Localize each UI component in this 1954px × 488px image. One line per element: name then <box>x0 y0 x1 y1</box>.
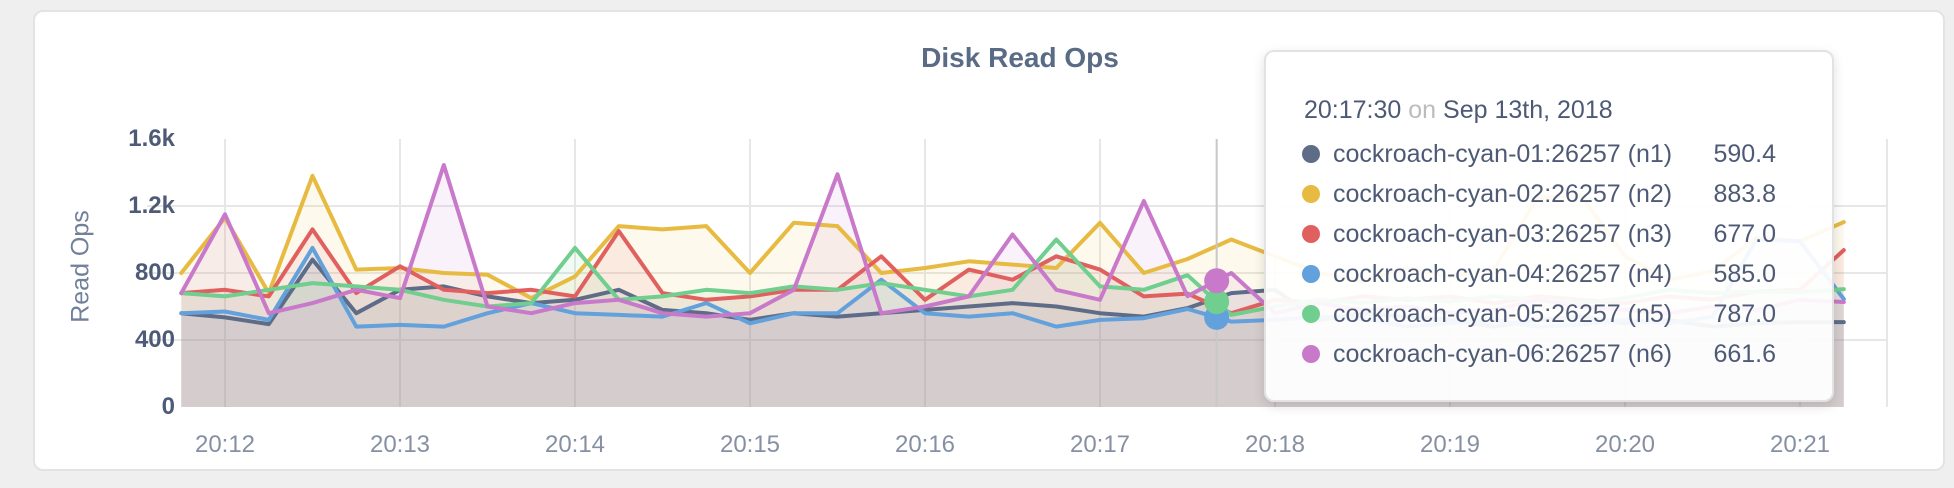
x-tick-label: 20:21 <box>1769 431 1831 458</box>
series-color-dot-icon <box>1302 345 1320 363</box>
x-tick-label: 20:20 <box>1594 431 1656 458</box>
x-tick-label: 20:12 <box>194 431 256 458</box>
tooltip-series-label: cockroach-cyan-01:26257 (n1) <box>1333 139 1673 168</box>
x-tick-label: 20:17 <box>1069 431 1131 458</box>
hover-dot <box>1204 289 1230 315</box>
tooltip-series-label: cockroach-cyan-05:26257 (n5) <box>1333 299 1673 328</box>
y-tick-label: 800 <box>134 259 175 286</box>
tooltip-series-value: 787.0 <box>1713 299 1776 328</box>
series-color-dot-icon <box>1302 225 1320 243</box>
series-color-dot-icon <box>1302 265 1320 283</box>
tooltip-row: cockroach-cyan-04:26257 (n4) 585.0 <box>1302 254 1776 294</box>
tooltip-series-value: 661.6 <box>1713 339 1776 368</box>
tooltip-row: cockroach-cyan-02:26257 (n2) 883.8 <box>1302 174 1776 214</box>
series-color-dot-icon <box>1302 145 1320 163</box>
x-tick-label: 20:15 <box>719 431 781 458</box>
hover-dot <box>1204 268 1230 294</box>
hover-tooltip: 20:17:30 on Sep 13th, 2018 cockroach-cya… <box>1264 50 1834 402</box>
series-color-dot-icon <box>1302 305 1320 323</box>
x-tick-label: 20:14 <box>544 431 606 458</box>
x-tick-label: 20:16 <box>894 431 956 458</box>
tooltip-series-label: cockroach-cyan-06:26257 (n6) <box>1333 339 1673 368</box>
tooltip-header: 20:17:30 on Sep 13th, 2018 <box>1304 96 1613 125</box>
tooltip-date: Sep 13th, 2018 <box>1443 96 1613 124</box>
tooltip-series-value: 883.8 <box>1713 179 1776 208</box>
tooltip-row: cockroach-cyan-05:26257 (n5) 787.0 <box>1302 294 1776 334</box>
y-tick-label: 1.2k <box>128 192 175 219</box>
tooltip-series-value: 677.0 <box>1713 219 1776 248</box>
tooltip-series-label: cockroach-cyan-04:26257 (n4) <box>1333 259 1673 288</box>
tooltip-series-label: cockroach-cyan-03:26257 (n3) <box>1333 219 1673 248</box>
x-tick-label: 20:13 <box>369 431 431 458</box>
chart-card: Disk Read Ops Read Ops 1.6k 1.2k 800 400 0 2… <box>33 10 1945 471</box>
series-color-dot-icon <box>1302 185 1320 203</box>
tooltip-conjunction: on <box>1408 96 1437 124</box>
y-tick-label: 1.6k <box>128 125 175 152</box>
tooltip-row: cockroach-cyan-03:26257 (n3) 677.0 <box>1302 214 1776 254</box>
y-tick-label: 400 <box>134 326 175 353</box>
tooltip-rows: cockroach-cyan-01:26257 (n1) 590.4 cockroa… <box>1302 134 1776 374</box>
tooltip-row: cockroach-cyan-01:26257 (n1) 590.4 <box>1302 134 1776 174</box>
tooltip-row: cockroach-cyan-06:26257 (n6) 661.6 <box>1302 334 1776 374</box>
y-tick-label: 0 <box>161 393 175 420</box>
x-tick-label: 20:18 <box>1244 431 1306 458</box>
x-tick-label: 20:19 <box>1419 431 1481 458</box>
tooltip-series-value: 590.4 <box>1713 139 1776 168</box>
chart-title: Disk Read Ops <box>921 42 1119 73</box>
tooltip-series-label: cockroach-cyan-02:26257 (n2) <box>1333 179 1673 208</box>
tooltip-time: 20:17:30 <box>1304 96 1402 124</box>
tooltip-series-value: 585.0 <box>1713 259 1776 288</box>
